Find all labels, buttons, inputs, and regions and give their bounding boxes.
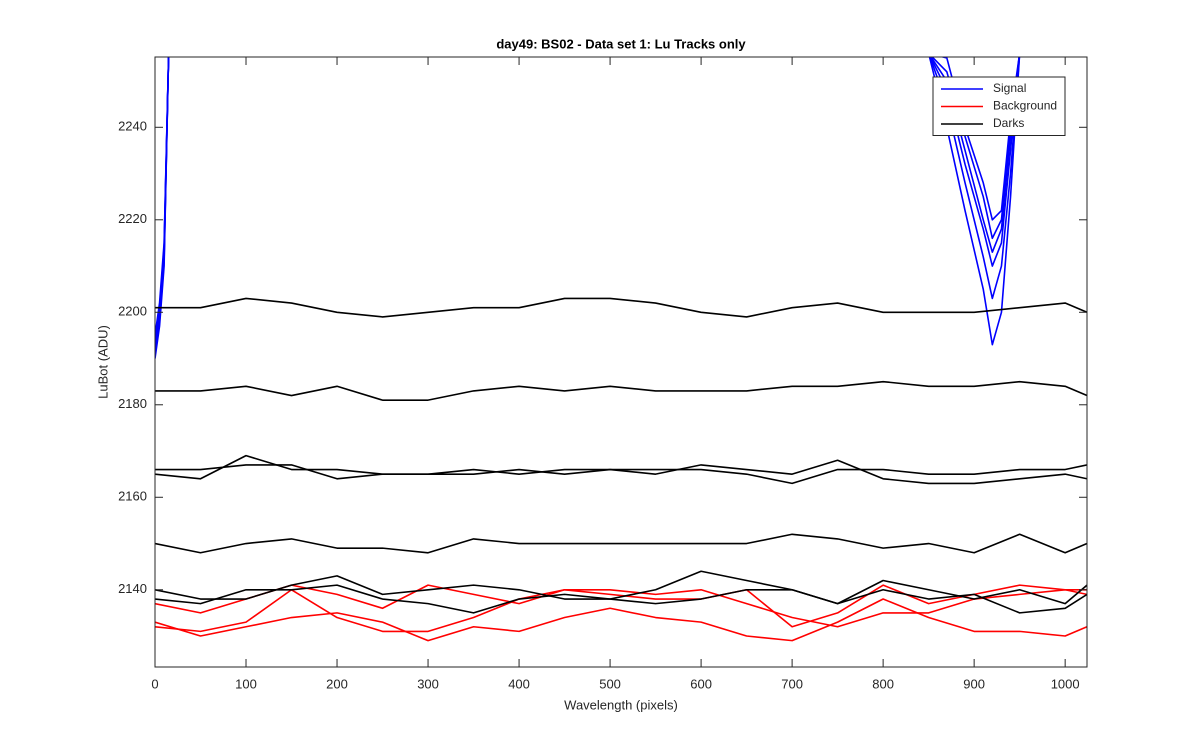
x-tick-label: 300	[417, 676, 439, 691]
series-line	[155, 584, 1087, 628]
x-tick-label: 1000	[1051, 676, 1080, 691]
x-tick-label: 0	[151, 676, 158, 691]
x-axis-label: Wavelength (pixels)	[564, 697, 678, 712]
x-tick-label: 100	[235, 676, 257, 691]
series-line	[155, 464, 1087, 485]
y-tick-label: 2160	[118, 489, 147, 504]
x-tick-label: 500	[599, 676, 621, 691]
x-tick-label: 800	[872, 676, 894, 691]
y-tick-label: 2180	[118, 396, 147, 411]
x-tick-label: 400	[508, 676, 530, 691]
axes-box	[154, 56, 1088, 668]
y-tick-label: 2200	[118, 304, 147, 319]
series-line	[155, 454, 1087, 485]
series-line	[155, 297, 1087, 318]
plot-lines	[155, 57, 1087, 642]
series-line	[155, 380, 1087, 401]
series-line	[155, 584, 1087, 614]
series-line	[155, 588, 1087, 633]
x-tick-label: 700	[781, 676, 803, 691]
y-tick-label: 2140	[118, 581, 147, 596]
legend-label: Signal	[993, 81, 1026, 95]
series-line	[155, 533, 1087, 554]
x-tick-label: 600	[690, 676, 712, 691]
series-line	[155, 570, 1087, 605]
series-line	[155, 598, 1087, 642]
y-tick-label: 2220	[118, 211, 147, 226]
x-tick-label: 900	[963, 676, 985, 691]
legend-label: Darks	[993, 116, 1024, 130]
y-axis-label: LuBot (ADU)	[95, 325, 110, 399]
y-tick-label: 2240	[118, 119, 147, 134]
chart-title: day49: BS02 - Data set 1: Lu Tracks only	[496, 36, 746, 51]
legend-label: Background	[993, 99, 1057, 113]
x-tick-label: 200	[326, 676, 348, 691]
